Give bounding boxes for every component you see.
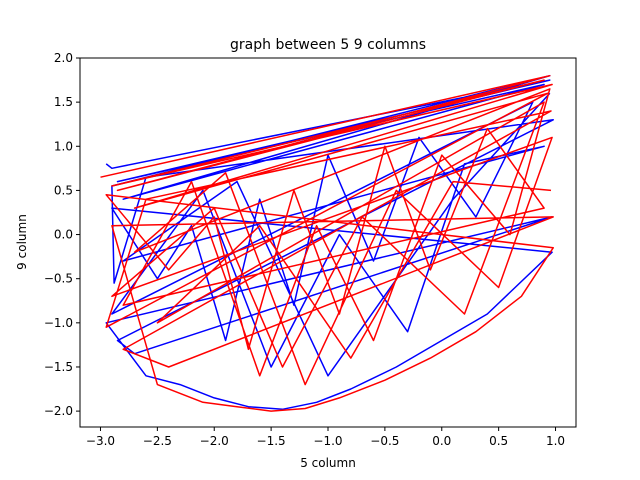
y-tick-label: 1.5 — [54, 95, 73, 109]
y-tick-label: −1.5 — [44, 360, 73, 374]
y-tick-label: 2.0 — [54, 51, 73, 65]
x-axis: −3.0 −2.5 −2.0 −1.5 −1.0 −0.5 0.0 0.5 1.0 — [86, 427, 565, 448]
y-axis-label: 9 column — [15, 214, 29, 270]
series-line-0 — [105, 74, 554, 411]
y-tick-label: 1.0 — [54, 139, 73, 153]
y-tick-label: −1.0 — [44, 316, 73, 330]
y-tick-label: −0.5 — [44, 272, 73, 286]
x-tick-label: 1.0 — [546, 434, 565, 448]
x-tick-label: 0.0 — [432, 434, 451, 448]
plot-area — [100, 74, 554, 412]
x-axis-label: 5 column — [300, 456, 356, 470]
y-tick-label: −2.0 — [44, 404, 73, 418]
y-axis: −2.0 −1.5 −1.0 −0.5 0.0 0.5 1.0 1.5 2.0 — [44, 51, 80, 418]
series-line-1 — [100, 74, 554, 412]
y-tick-label: 0.0 — [54, 228, 73, 242]
x-tick-label: −1.5 — [257, 434, 286, 448]
x-tick-label: −3.0 — [86, 434, 115, 448]
x-tick-label: 0.5 — [489, 434, 508, 448]
x-tick-label: −2.0 — [200, 434, 229, 448]
x-tick-label: −2.5 — [143, 434, 172, 448]
y-tick-label: 0.5 — [54, 183, 73, 197]
x-tick-label: −1.0 — [313, 434, 342, 448]
x-tick-label: −0.5 — [370, 434, 399, 448]
chart-title: graph between 5 9 columns — [230, 37, 426, 53]
